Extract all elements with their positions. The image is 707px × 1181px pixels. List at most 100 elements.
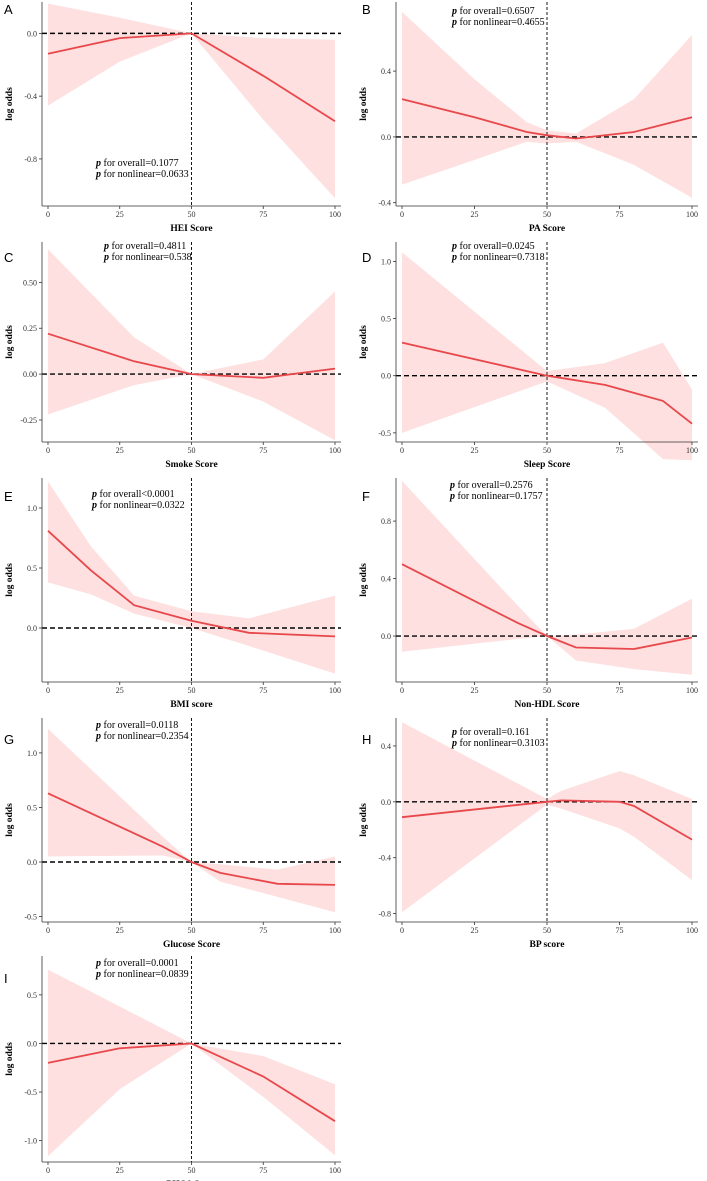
x-axis-title: BMI score	[170, 700, 212, 710]
y-tick-label: 0.0	[27, 858, 37, 867]
p-nonlinear-text: for nonlinear=0.2354	[101, 731, 189, 742]
x-tick-label: 0	[46, 686, 50, 695]
x-tick-label: 50	[188, 926, 196, 935]
ci-band-b	[402, 11, 692, 198]
y-axis-title: log odds	[359, 87, 369, 121]
p-nonlinear-annotation: p for nonlinear=0.0633	[95, 169, 189, 180]
x-tick-label: 25	[471, 446, 479, 455]
y-tick-label: 0.4	[381, 742, 391, 751]
p-symbol: p	[449, 480, 455, 491]
p-overall-text: for overall=0.0245	[457, 241, 535, 252]
p-symbol: p	[451, 727, 457, 738]
p-overall-text: for overall=0.161	[457, 727, 530, 738]
p-symbol: p	[451, 17, 457, 28]
p-nonlinear-annotation: p for nonlinear=0.0839	[95, 969, 189, 980]
x-tick-label: 100	[686, 686, 698, 695]
panel-c: 0 25 50 75 100 -0.25 0.00 0.25 0.50 Smoke Score lo…	[4, 241, 341, 470]
p-nonlinear-text: for nonlinear=0.0322	[97, 500, 185, 511]
y-axis-title: log odds	[359, 325, 369, 359]
x-tick-label: 100	[329, 210, 341, 219]
p-symbol: p	[451, 738, 457, 749]
p-symbol: p	[91, 489, 97, 500]
estimate-line-i	[47, 1042, 336, 1122]
x-tick-label: 100	[329, 1166, 341, 1175]
x-axis-title: Non-HDL Score	[514, 700, 579, 710]
y-axis-title: log odds	[359, 803, 369, 837]
y-tick-label: -0.4	[378, 199, 391, 208]
x-tick-label: 100	[686, 210, 698, 219]
y-tick-label: -1.0	[24, 1137, 37, 1146]
x-tick-label: 25	[471, 686, 479, 695]
y-tick-label: 0.50	[23, 278, 37, 287]
panel-d: 0 25 50 75 100 -0.5 0.0 0.5 1.0 Sleep Score log od…	[359, 241, 698, 470]
ci-band-e	[48, 481, 335, 674]
y-tick-label: -0.25	[20, 416, 37, 425]
y-tick-label: -0.5	[378, 429, 391, 438]
y-tick-label: -0.8	[24, 155, 37, 164]
x-tick-label: 50	[543, 210, 551, 219]
panel-letter: D	[362, 250, 371, 265]
x-axis-title: PA Score	[529, 224, 565, 234]
p-overall-annotation: p for overall=0.0118	[95, 720, 178, 731]
estimate-line-e	[47, 530, 336, 638]
x-tick-label: 25	[471, 210, 479, 219]
p-symbol: p	[91, 500, 97, 511]
panel-a: 0 25 50 75 100 -0.8 -0.4 0.0 HEI Score log odds Ap…	[4, 2, 341, 234]
x-tick-label: 100	[686, 446, 698, 455]
y-tick-label: 0.0	[381, 372, 391, 381]
p-overall-text: for overall=0.1077	[101, 158, 179, 169]
p-symbol: p	[95, 720, 101, 731]
p-symbol: p	[451, 252, 457, 263]
y-tick-label: 0.8	[381, 517, 391, 526]
y-tick-label: 0.4	[381, 67, 391, 76]
x-tick-label: 50	[188, 446, 196, 455]
p-overall-annotation: p for overall=0.2576	[449, 480, 533, 491]
y-tick-label: 0.0	[381, 632, 391, 641]
y-tick-label: -0.5	[24, 913, 37, 922]
x-tick-label: 50	[543, 926, 551, 935]
p-overall-text: for overall=0.6507	[457, 6, 535, 17]
x-axis-title: Sleep Score	[524, 460, 571, 470]
x-tick-label: 25	[471, 926, 479, 935]
x-tick-label: 0	[400, 446, 404, 455]
panel-letter: C	[4, 250, 13, 265]
panel-h: 0 25 50 75 100 -0.8 -0.4 0.0 0.4 BP score log odds…	[359, 718, 698, 950]
x-axis-title: BP score	[530, 940, 565, 950]
y-tick-label: -0.8	[378, 910, 391, 919]
p-symbol: p	[95, 969, 101, 980]
p-symbol: p	[451, 6, 457, 17]
panel-letter: E	[4, 489, 13, 504]
x-tick-label: 25	[116, 926, 124, 935]
x-axis-title: HEI Score	[170, 224, 212, 234]
y-tick-label: 1.0	[27, 504, 37, 513]
p-overall-annotation: p for overall=0.4811	[103, 241, 186, 252]
y-tick-label: 0.0	[381, 798, 391, 807]
y-tick-label: 1.0	[27, 749, 37, 758]
y-tick-label: 0.0	[27, 1039, 37, 1048]
x-tick-label: 0	[400, 210, 404, 219]
p-nonlinear-annotation: p for nonlinear=0.2354	[95, 731, 189, 742]
p-overall-text: for overall<0.0001	[97, 489, 175, 500]
estimate-line-g	[47, 792, 336, 886]
x-axis-title: Glucose Score	[163, 940, 220, 950]
x-tick-label: 75	[616, 686, 624, 695]
y-axis-title: log odds	[359, 563, 369, 597]
p-overall-text: for overall=0.2576	[455, 480, 533, 491]
x-tick-label: 0	[46, 926, 50, 935]
y-axis-title: log odds	[5, 1042, 15, 1076]
y-tick-label: 1.0	[381, 257, 391, 266]
x-tick-label: 100	[686, 926, 698, 935]
p-nonlinear-text: for nonlinear=0.1757	[455, 491, 543, 502]
p-nonlinear-annotation: p for nonlinear=0.3103	[451, 738, 545, 749]
estimate-line-a	[47, 32, 336, 123]
x-tick-label: 75	[259, 926, 267, 935]
p-nonlinear-text: for nonlinear=0.0633	[101, 169, 189, 180]
ci-band-h	[402, 722, 692, 913]
y-axis-title: log odds	[5, 87, 15, 121]
x-tick-label: 50	[188, 686, 196, 695]
x-tick-label: 50	[188, 210, 196, 219]
p-symbol: p	[103, 252, 109, 263]
x-axis-title: Smoke Score	[165, 460, 217, 470]
